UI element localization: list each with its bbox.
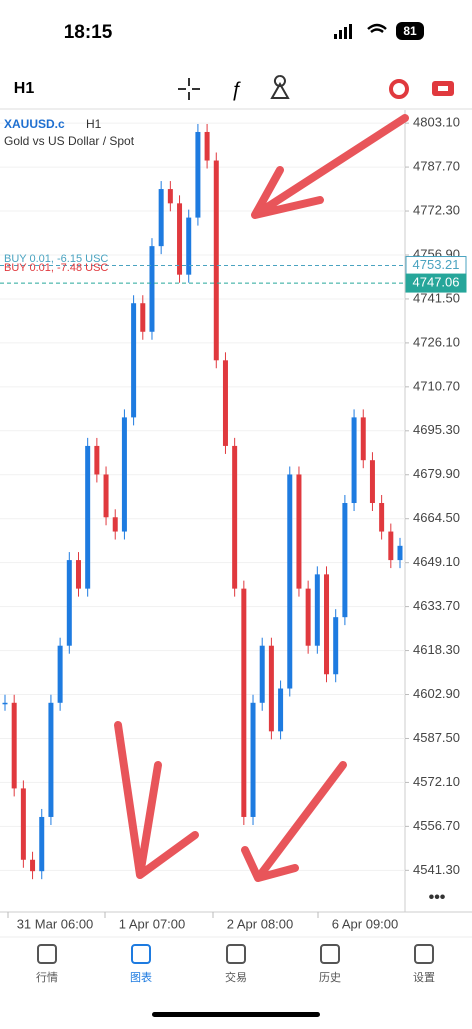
candle (48, 702, 54, 817)
candle (94, 445, 100, 475)
candle (397, 545, 403, 561)
candle (342, 503, 348, 618)
x-tick-label: 2 Apr 08:00 (227, 916, 294, 931)
candle (268, 645, 274, 732)
annotation-arrows (114, 114, 409, 882)
price-label: 4753.21 (413, 257, 460, 272)
tab-icon[interactable] (320, 944, 340, 964)
tab-icon[interactable] (37, 944, 57, 964)
tab-icon[interactable] (226, 944, 246, 964)
candle (177, 203, 183, 275)
candle (2, 702, 8, 705)
candle (213, 160, 219, 361)
y-tick-label: 4664.50 (413, 510, 460, 525)
y-tick-label: 4633.70 (413, 598, 460, 613)
candle (360, 417, 366, 461)
candle (287, 474, 293, 689)
candle (314, 574, 320, 646)
candle (351, 417, 357, 504)
candle (11, 702, 17, 789)
candle (333, 617, 339, 675)
battery (396, 22, 424, 40)
home-indicator (152, 1012, 320, 1017)
signal (334, 24, 352, 39)
y-tick-label: 4541.30 (413, 862, 460, 877)
candle (232, 445, 238, 589)
candle (167, 189, 173, 204)
x-tick-label: 6 Apr 09:00 (332, 916, 399, 931)
objects-icon[interactable] (270, 75, 290, 99)
candle (195, 131, 201, 218)
candle (103, 474, 109, 518)
candle (204, 131, 210, 161)
candle (379, 503, 385, 532)
symbol[interactable]: XAUUSD.c (4, 117, 65, 131)
candle (278, 688, 284, 732)
wifi (367, 23, 387, 34)
tab-label[interactable]: 设置 (413, 971, 435, 984)
candle (369, 460, 375, 504)
y-tick-label: 4695.30 (413, 422, 460, 437)
symbol-description: Gold vs US Dollar / Spot (4, 134, 135, 148)
tab-icon[interactable] (131, 944, 151, 964)
tab-icon[interactable] (414, 944, 434, 964)
y-tick-label: 4787.70 (413, 159, 460, 174)
y-tick-label: 4679.90 (413, 466, 460, 481)
price-box (405, 273, 467, 293)
x-tick-label: 31 Mar 06:00 (17, 916, 94, 931)
candle (66, 560, 72, 646)
y-tick-label: 4602.90 (413, 686, 460, 701)
order-label[interactable]: BUY 0.01, -7.48 USC (4, 262, 108, 274)
candle (149, 246, 155, 332)
y-tick-label: 4618.30 (413, 642, 460, 657)
y-tick-label: 4726.10 (413, 334, 460, 349)
candle (20, 788, 26, 860)
tab-label[interactable]: 行情 (36, 971, 58, 984)
y-tick-label: 4587.50 (413, 730, 460, 745)
candle (324, 574, 330, 675)
candle (259, 645, 265, 703)
candle (85, 445, 91, 589)
battery-level: 81 (403, 24, 417, 38)
price-label: 4747.06 (413, 275, 460, 290)
one-click-icon[interactable] (389, 79, 409, 99)
candle (30, 859, 36, 872)
candle (305, 588, 311, 646)
tab-label[interactable]: 交易 (225, 970, 247, 984)
candle (112, 517, 118, 532)
y-tick-label: 4803.10 (413, 115, 460, 130)
indicator-icon[interactable]: ƒ (230, 78, 241, 100)
candle (39, 816, 45, 872)
candle (186, 217, 192, 275)
candle (75, 560, 81, 589)
order-label[interactable]: BUY 0.01, -6.15 USC (4, 253, 108, 265)
candle (222, 360, 228, 446)
candle (158, 189, 164, 247)
y-tick-label: 4556.70 (413, 818, 460, 833)
crosshair-icon[interactable] (178, 78, 200, 100)
candle (140, 303, 146, 332)
more-button[interactable]: ••• (429, 889, 446, 906)
candle (121, 417, 127, 532)
candle (131, 303, 137, 418)
candle (57, 645, 63, 703)
timeframe-button[interactable]: H1 (14, 80, 35, 97)
candle (388, 531, 394, 561)
candle (241, 588, 247, 817)
tab-label[interactable]: 历史 (319, 971, 341, 984)
candle (296, 474, 302, 589)
candle (250, 702, 256, 817)
y-tick-label: 4572.10 (413, 774, 460, 789)
clock: 18:15 (64, 22, 113, 43)
y-tick-label: 4772.30 (413, 202, 460, 217)
x-tick-label: 1 Apr 07:00 (119, 916, 186, 931)
y-tick-label: 4710.70 (413, 378, 460, 393)
y-tick-label: 4741.50 (413, 290, 460, 305)
y-tick-label: 4649.10 (413, 554, 460, 569)
tab-label[interactable]: 图表 (130, 970, 152, 984)
chart-timeframe: H1 (86, 117, 102, 131)
